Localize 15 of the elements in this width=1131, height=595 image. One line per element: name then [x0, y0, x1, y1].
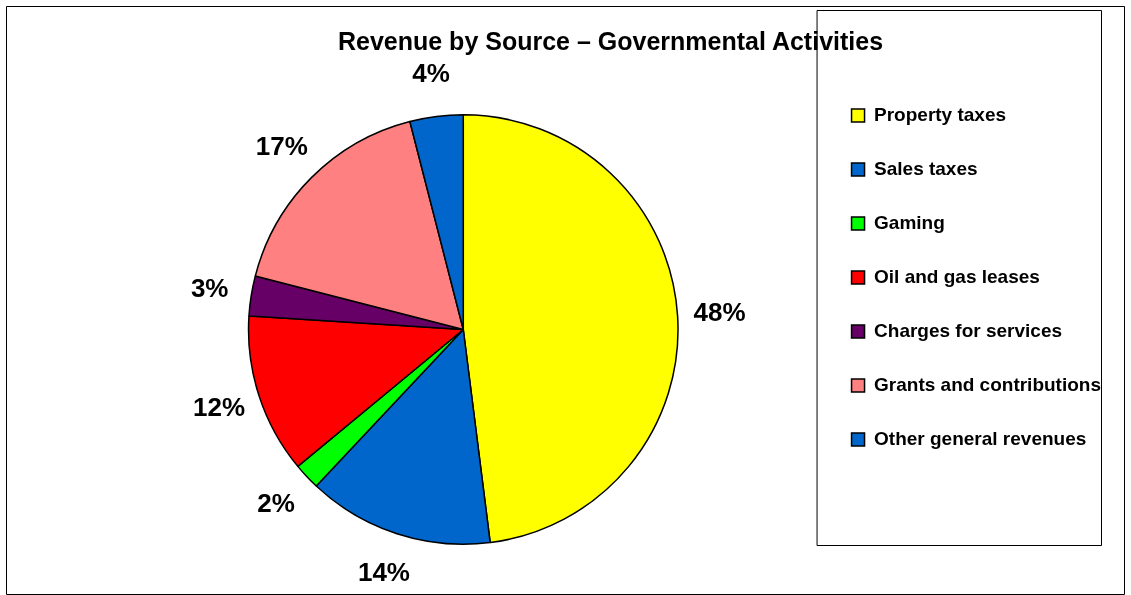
- data-label: 48%: [693, 296, 746, 327]
- data-label: 4%: [412, 57, 450, 88]
- data-label: 12%: [193, 392, 246, 423]
- legend-label: Gaming: [874, 211, 945, 233]
- data-label: 2%: [257, 488, 295, 519]
- legend-label: Sales taxes: [874, 157, 978, 179]
- data-label: 3%: [190, 272, 229, 303]
- data-label: 14%: [357, 556, 410, 587]
- legend-label: Oil and gas leases: [874, 265, 1040, 287]
- legend-label: Other general revenues: [874, 427, 1087, 449]
- text: Revenue by Source – Governmental Activities: [337, 26, 884, 55]
- legend-label: Grants and contributions: [874, 373, 1101, 395]
- legend-label: Charges for services: [874, 319, 1063, 341]
- legend-label: Property taxes: [874, 103, 1007, 125]
- data-label: 17%: [255, 131, 308, 162]
